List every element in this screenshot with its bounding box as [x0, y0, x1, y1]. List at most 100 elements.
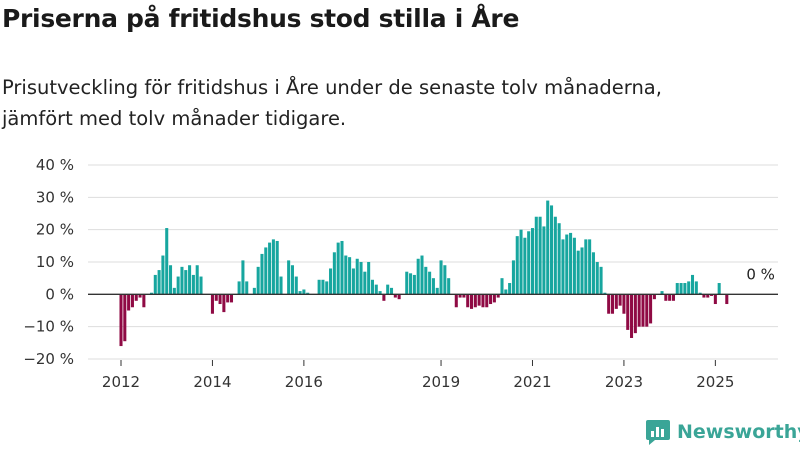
- bar: [370, 279, 374, 295]
- bar: [473, 294, 477, 308]
- bar: [279, 276, 283, 295]
- bar: [698, 292, 702, 295]
- bar: [374, 284, 378, 295]
- bar: [713, 294, 717, 305]
- bar: [492, 294, 496, 303]
- x-axis: 2012 2014 2016 2019 2021 2023 2025: [102, 360, 734, 391]
- bar: [412, 274, 416, 295]
- bar: [191, 274, 195, 295]
- bar: [660, 291, 664, 295]
- bar: [565, 234, 569, 295]
- bar: [702, 294, 706, 298]
- x-tick-label: 2019: [422, 373, 460, 391]
- bar: [325, 281, 329, 295]
- bar: [420, 255, 424, 295]
- bar: [351, 268, 355, 295]
- bar: [649, 294, 653, 324]
- bar: [664, 294, 668, 301]
- newsworthy-logo[interactable]: Newsworthy: [645, 418, 800, 446]
- bar: [237, 281, 241, 295]
- bar: [599, 266, 603, 295]
- y-tick-label: 20 %: [36, 221, 74, 239]
- bar: [496, 294, 500, 298]
- subtitle-line-2: jämfört med tolv månader tidigare.: [2, 107, 347, 130]
- bar: [386, 284, 390, 295]
- data-label-annotation: 0 %: [746, 265, 775, 283]
- bar: [515, 236, 519, 295]
- bar: [458, 294, 462, 298]
- bar: [306, 292, 310, 295]
- bar: [363, 271, 367, 295]
- bar: [584, 239, 588, 295]
- bar: [717, 283, 721, 295]
- bar: [397, 294, 401, 300]
- bar: [470, 294, 474, 309]
- y-tick-label: 40 %: [36, 156, 74, 174]
- bar: [485, 294, 489, 308]
- bar: [180, 266, 184, 295]
- y-tick-label: −10 %: [23, 318, 74, 336]
- bar: [218, 294, 222, 305]
- bar: [690, 274, 695, 295]
- bar: [389, 287, 394, 295]
- bar: [607, 294, 611, 314]
- bar: [336, 242, 340, 295]
- bar: [542, 226, 546, 295]
- bar: [256, 266, 260, 295]
- bar: [557, 223, 561, 295]
- bar: [489, 294, 493, 305]
- x-tick-label: 2023: [605, 373, 643, 391]
- bar: [675, 283, 679, 295]
- bar: [378, 291, 382, 295]
- bar: [462, 294, 466, 298]
- bar: [504, 289, 508, 295]
- bar: [226, 294, 230, 303]
- annotations: 0 %: [746, 265, 775, 283]
- bar: [519, 229, 523, 295]
- bar: [127, 294, 131, 311]
- bar: [534, 216, 538, 295]
- bar: [546, 200, 550, 295]
- bar: [340, 240, 344, 295]
- x-tick-label: 2014: [193, 373, 231, 391]
- bar: [409, 273, 413, 295]
- bar: [508, 283, 512, 295]
- x-tick-label: 2012: [102, 373, 140, 391]
- bar: [153, 274, 157, 295]
- bar: [169, 265, 173, 295]
- bar: [668, 294, 672, 301]
- bar: [572, 237, 576, 295]
- bar: [161, 255, 165, 295]
- bar: [165, 228, 169, 295]
- bar: [683, 283, 687, 295]
- bar: [268, 242, 272, 295]
- bar: [553, 216, 557, 295]
- bar: [393, 294, 397, 298]
- bar: [210, 294, 214, 314]
- y-tick-label: 10 %: [36, 253, 74, 271]
- bar: [477, 294, 481, 306]
- bar: [530, 228, 535, 295]
- bar: [481, 294, 485, 308]
- bar: [435, 287, 439, 295]
- bar: [626, 294, 630, 330]
- bar: [618, 294, 622, 306]
- bar: [199, 276, 203, 295]
- bar: [332, 252, 336, 295]
- bar: [229, 294, 234, 303]
- bar: [260, 253, 264, 295]
- bar: [671, 294, 675, 301]
- bar: [687, 281, 691, 295]
- bar: [710, 294, 714, 296]
- bar: [138, 294, 142, 298]
- bar: [382, 294, 386, 301]
- bar: [290, 265, 294, 295]
- bar: [416, 258, 420, 295]
- bar: [679, 283, 683, 295]
- bar: [706, 294, 710, 298]
- bar: [252, 287, 256, 295]
- chart-title: Priserna på fritidshus stod stilla i Åre: [2, 4, 520, 33]
- bar: [241, 260, 245, 295]
- bar: [550, 205, 554, 295]
- bar: [645, 294, 649, 327]
